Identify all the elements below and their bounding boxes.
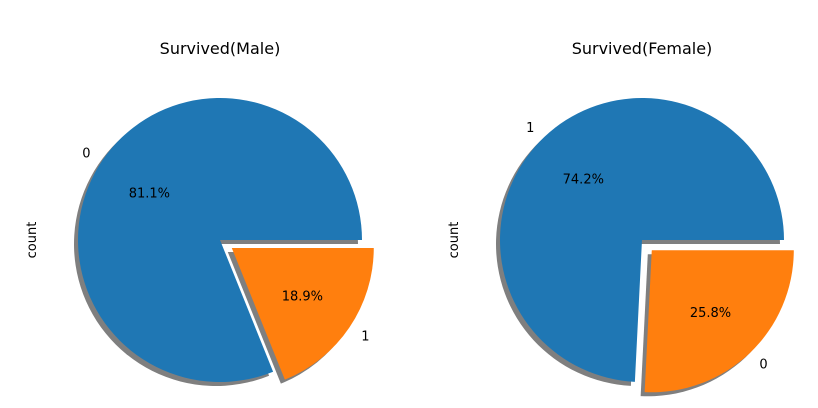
slice-percent-1: 18.9%	[282, 290, 323, 305]
pie-chart-male: Survived(Male) count 0 81.1% 1 18.9%	[25, 39, 374, 387]
pie-slice-0	[77, 98, 362, 383]
pie-chart-female: Survived(Female) count 1 74.2% 0 25.8%	[447, 39, 794, 397]
slice-percent-0: 81.1%	[129, 186, 170, 201]
pie-slice-0	[644, 250, 794, 393]
chart-title-female: Survived(Female)	[572, 39, 713, 58]
slice-label-1: 1	[526, 121, 534, 136]
slice-label-1: 1	[361, 329, 369, 344]
pie-slice-1	[500, 97, 784, 382]
pie-male: 0 81.1% 1 18.9%	[73, 98, 374, 387]
slice-label-0: 0	[759, 358, 767, 373]
pie-slice-1	[231, 247, 374, 380]
slice-label-0: 0	[82, 147, 90, 162]
slice-percent-0: 25.8%	[690, 306, 731, 321]
y-axis-label-male: count	[25, 222, 40, 259]
pie-female: 1 74.2% 0 25.8%	[495, 97, 794, 397]
chart-title-male: Survived(Male)	[160, 39, 281, 58]
y-axis-label-female: count	[447, 222, 462, 259]
slice-percent-1: 74.2%	[563, 172, 604, 187]
